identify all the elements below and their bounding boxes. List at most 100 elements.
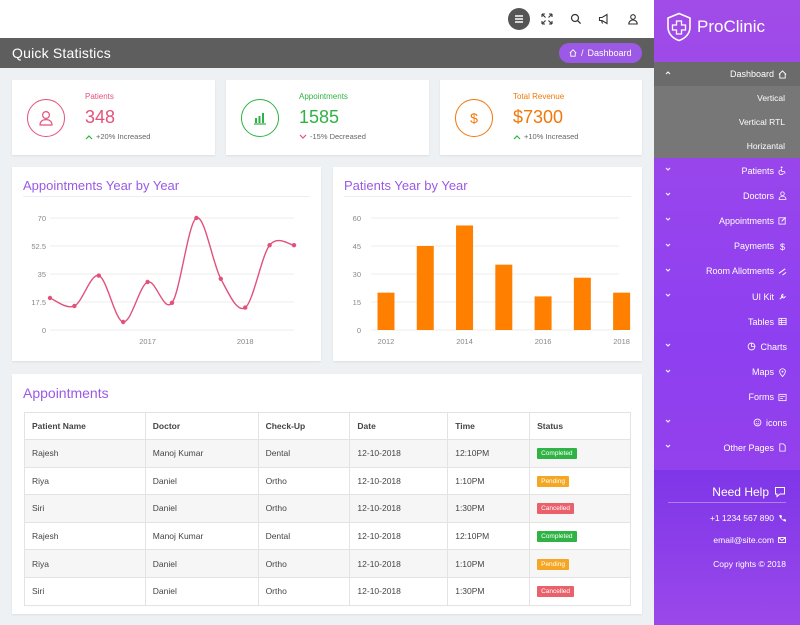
dashboard-submenu: Vertical Vertical RTL Horizantal [654, 86, 800, 158]
status-badge: Pending [537, 475, 569, 487]
sidebar-item-label: Doctors [742, 190, 774, 201]
bar [534, 296, 552, 330]
column-header[interactable]: Time [447, 412, 531, 440]
y-tick-label: 17.5 [31, 298, 46, 307]
table-cell-date: 12-10-2018 [349, 521, 449, 551]
phone-number: +1 1234 567 890 [709, 513, 774, 523]
table-row[interactable]: Riya Daniel Ortho 12-10-2018 1:10PM Pending [24, 549, 631, 578]
submenu-item-vertical-rtl[interactable]: Vertical RTL [738, 117, 785, 127]
stat-label: Patients [85, 92, 114, 101]
table-title: Appointments [23, 385, 109, 401]
help-email[interactable]: email@site.com [713, 535, 786, 545]
stat-card-appointments: Appointments 1585 -15% Decreased [226, 80, 429, 155]
sidebar-item-forms[interactable]: Forms [654, 385, 800, 410]
table-row[interactable]: Rajesh Manoj Kumar Dental 12-10-2018 12:10PM… [24, 521, 631, 551]
column-header[interactable]: Status [529, 412, 631, 440]
stat-trend-text: +20% Increased [96, 132, 151, 141]
stat-trend: +20% Increased [85, 132, 150, 141]
bar [573, 277, 591, 330]
x-tick-label: 2012 [378, 337, 395, 346]
sidebar-item-patients[interactable]: Patients [654, 158, 800, 183]
dollar-icon: $ [780, 242, 785, 251]
brand-logo[interactable]: ProClinic [666, 12, 765, 42]
data-point [291, 243, 297, 248]
data-point [267, 243, 272, 248]
sidebar-item-dashboard[interactable]: Dashboard [654, 62, 800, 86]
y-tick-label: 35 [38, 270, 46, 279]
stat-icon-circle [241, 99, 279, 137]
table-row[interactable]: Rajesh Manoj Kumar Dental 12-10-2018 12:10PM… [24, 439, 631, 468]
brand-name: ProClinic [697, 17, 766, 36]
y-tick-label: 52.5 [31, 242, 46, 251]
search-button[interactable] [565, 8, 587, 30]
data-point [72, 303, 77, 309]
user-icon [778, 191, 787, 200]
table-cell-time: 1:10PM [447, 549, 531, 578]
sidebar-item-icons[interactable]: icons [654, 410, 800, 435]
table-cell-date: 12-10-2018 [349, 439, 449, 468]
table-cell-doctor: Manoj Kumar [144, 521, 259, 551]
smile-icon [753, 418, 762, 427]
sidebar-item-ui-kit[interactable]: UI Kit [654, 284, 800, 309]
table-cell-status: Completed [529, 439, 631, 468]
sidebar-item-charts[interactable]: Charts [654, 334, 800, 359]
help-phone[interactable]: +1 1234 567 890 [710, 513, 786, 523]
table-cell-doctor: Daniel [144, 494, 259, 523]
bar [613, 292, 631, 330]
chevron-down-icon [665, 268, 671, 272]
sidebar-item-doctors[interactable]: Doctors [654, 183, 800, 208]
appointments-table-card: Appointments Patient Name Doctor Check-U… [12, 374, 642, 614]
sidebar-item-payments[interactable]: Payments $ [654, 234, 800, 259]
divider [668, 502, 786, 503]
sidebar-item-appointments[interactable]: Appointments [654, 208, 800, 233]
table-cell-checkup: Ortho [257, 549, 351, 578]
table-cell-checkup: Ortho [257, 466, 351, 496]
fullscreen-button[interactable] [536, 8, 558, 30]
chevron-down-icon [665, 419, 671, 423]
table-row[interactable]: Siri Daniel Ortho 12-10-2018 1:30PM Cancelled [24, 494, 631, 523]
stat-card-revenue: $ Total Revenue $7300 +10% Increased [440, 80, 642, 155]
table-cell-checkup: Dental [257, 439, 351, 468]
table-cell-patient: Riya [24, 549, 146, 578]
sidebar-item-label: icons [765, 417, 787, 428]
appointments-table: Patient Name Doctor Check-Up Date Time S… [24, 412, 631, 606]
table-cell-patient: Rajesh [24, 521, 146, 551]
sidebar-item-room-allotments[interactable]: Room Allotments [654, 259, 800, 284]
chevron-down-icon [665, 369, 671, 373]
data-point [121, 319, 126, 325]
table-row[interactable]: Siri Daniel Ortho 12-10-2018 1:30PM Cancelled [24, 576, 631, 606]
top-bar [0, 0, 654, 38]
column-header[interactable]: Check-Up [257, 412, 351, 440]
stat-icon-circle [27, 99, 65, 137]
table-cell-patient: Siri [24, 494, 146, 523]
sidebar-item-tables[interactable]: Tables [654, 309, 800, 334]
table-row[interactable]: Riya Daniel Ortho 12-10-2018 1:10PM Pending [24, 466, 631, 496]
data-point [218, 276, 223, 281]
map-pin-icon [779, 367, 786, 377]
line-chart: 70 52.5 35 17.5 0 2017 2018 [31, 214, 297, 346]
y-tick-label: 60 [353, 214, 361, 223]
bar [416, 246, 434, 330]
announcements-button[interactable] [593, 8, 615, 30]
breadcrumb-current[interactable]: Dashboard [587, 48, 632, 58]
column-header[interactable]: Patient Name [24, 412, 146, 440]
stat-trend: +10% Increased [513, 132, 578, 141]
svg-text:$: $ [780, 242, 785, 251]
column-header[interactable]: Date [349, 412, 449, 440]
menu-toggle-button[interactable] [508, 8, 530, 30]
y-tick-label: 45 [353, 242, 361, 251]
bar [495, 264, 513, 330]
sidebar-item-maps[interactable]: Maps [654, 360, 800, 385]
expand-icon [541, 13, 553, 25]
submenu-item-horizontal[interactable]: Horizantal [746, 141, 785, 151]
x-tick-label: 2017 [139, 337, 156, 346]
svg-text:$: $ [470, 110, 478, 126]
x-tick-label: 2014 [456, 337, 473, 346]
data-point [194, 215, 199, 221]
sidebar-item-other-pages[interactable]: Other Pages [654, 435, 800, 460]
submenu-item-vertical[interactable]: Vertical [757, 93, 785, 103]
breadcrumb[interactable]: / Dashboard [559, 43, 642, 63]
column-header[interactable]: Doctor [144, 412, 259, 440]
table-cell-status: Completed [529, 521, 631, 551]
profile-button[interactable] [622, 8, 644, 30]
